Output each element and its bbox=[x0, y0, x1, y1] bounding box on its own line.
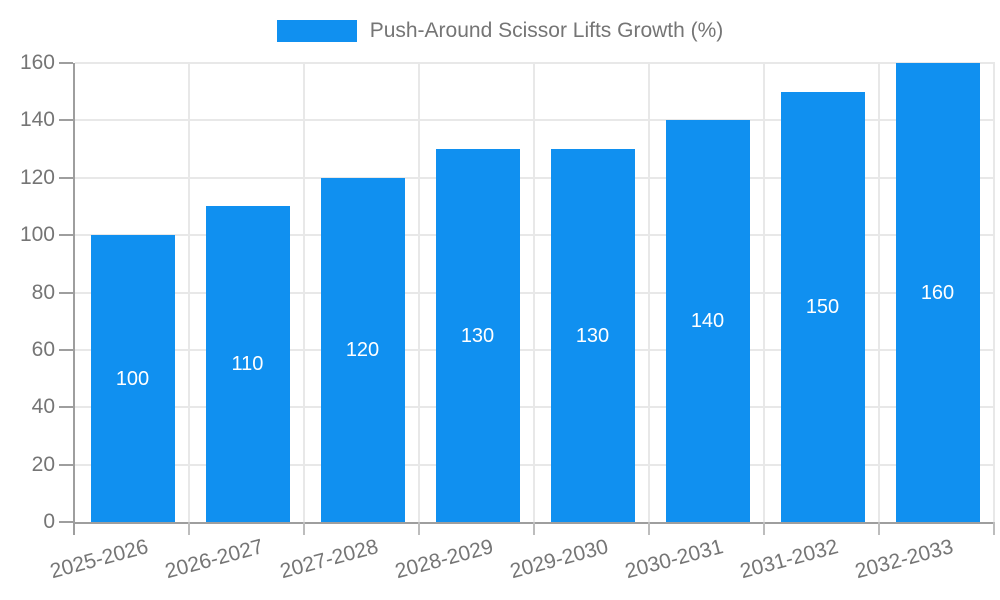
y-gridline bbox=[75, 463, 995, 466]
x-gridline bbox=[993, 63, 995, 522]
y-axis-tick-label: 0 bbox=[43, 510, 55, 533]
x-gridline bbox=[303, 63, 305, 522]
y-gridline bbox=[75, 62, 995, 64]
y-axis-tick-label: 60 bbox=[31, 337, 55, 361]
x-gridline bbox=[533, 63, 535, 522]
bar-value-label: 130 bbox=[460, 324, 495, 347]
plot-area: 0 20 40 60 80 100 120 140 160 100 110 120 130 130 140 1… bbox=[20, 52, 995, 583]
y-axis-tick bbox=[59, 521, 73, 523]
bar-value-label: 120 bbox=[345, 338, 380, 361]
x-gridline bbox=[763, 63, 765, 522]
x-axis-tick bbox=[648, 522, 650, 535]
bar-value-label: 160 bbox=[920, 281, 955, 304]
y-gridline bbox=[75, 234, 995, 237]
y-gridline bbox=[75, 176, 995, 179]
x-axis-tick bbox=[73, 522, 75, 535]
legend[interactable]: Push-Around Scissor Lifts Growth (%) bbox=[0, 18, 1000, 44]
bar[interactable]: 110 bbox=[205, 206, 290, 522]
y-axis-tick bbox=[59, 348, 73, 351]
y-axis-tick-label: 20 bbox=[31, 452, 55, 476]
y-gridline bbox=[75, 348, 995, 351]
x-gridline bbox=[878, 63, 880, 522]
y-axis-tick bbox=[59, 119, 73, 122]
bar[interactable]: 130 bbox=[435, 149, 520, 522]
legend-label: Push-Around Scissor Lifts Growth (%) bbox=[369, 19, 724, 42]
bar[interactable]: 160 bbox=[895, 63, 980, 522]
y-axis-tick bbox=[59, 463, 73, 466]
legend-swatch bbox=[276, 20, 357, 42]
bar-value-label: 110 bbox=[231, 353, 264, 376]
y-axis-tick bbox=[59, 234, 73, 237]
x-gridline bbox=[418, 63, 420, 522]
y-axis-tick bbox=[59, 176, 73, 179]
y-axis-tick-label: 120 bbox=[19, 165, 55, 189]
x-gridline bbox=[648, 63, 650, 522]
bar[interactable]: 130 bbox=[550, 149, 635, 522]
x-axis-tick bbox=[993, 522, 995, 535]
y-gridline bbox=[75, 291, 995, 294]
y-axis-tick bbox=[59, 62, 73, 64]
bar-value-label: 130 bbox=[575, 324, 610, 347]
bar[interactable]: 100 bbox=[90, 235, 175, 522]
y-axis-tick bbox=[59, 406, 73, 409]
bar[interactable]: 140 bbox=[665, 120, 750, 522]
y-axis-tick-label: 100 bbox=[19, 223, 55, 247]
x-axis-tick bbox=[303, 522, 305, 535]
y-axis-tick bbox=[59, 291, 73, 294]
bar-value-label: 140 bbox=[690, 310, 725, 333]
bar-value-label: 100 bbox=[115, 367, 150, 390]
x-axis-tick bbox=[533, 522, 535, 535]
bar[interactable]: 150 bbox=[780, 91, 865, 522]
y-axis-tick-label: 40 bbox=[31, 395, 55, 419]
y-axis-tick-label: 160 bbox=[19, 51, 55, 74]
bar-value-label: 150 bbox=[805, 295, 840, 318]
x-axis-tick bbox=[878, 522, 880, 535]
x-gridline bbox=[188, 63, 190, 522]
y-gridline bbox=[75, 119, 995, 122]
x-axis-tick bbox=[763, 522, 765, 535]
x-axis-tick bbox=[418, 522, 420, 535]
bar[interactable]: 120 bbox=[320, 177, 405, 522]
y-axis-tick-label: 80 bbox=[31, 280, 55, 304]
x-axis-tick bbox=[188, 522, 190, 535]
y-axis-tick-label: 140 bbox=[19, 108, 55, 132]
y-gridline bbox=[75, 406, 995, 409]
